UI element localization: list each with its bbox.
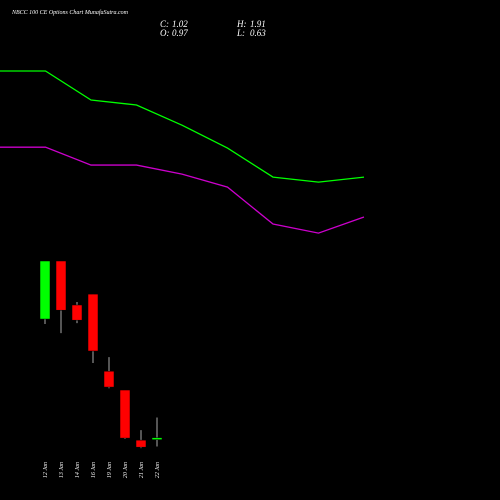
x-tick-label: 16 Jan [91,462,97,478]
open-label: O: [160,28,170,38]
candle-body [119,389,131,439]
close-label: C: [160,19,169,29]
x-tick-label: 12 Jan [43,462,49,478]
candle-body [71,304,83,321]
candle-body [87,293,99,352]
x-tick-label: 20 Jan [123,462,129,478]
x-tick-label: 22 Jan [155,462,161,478]
chart-title: NBCC 100 CE Options Chart MunafaSutra.co… [11,9,129,16]
x-tick-label: 21 Jan [139,462,145,478]
x-tick-label: 14 Jan [74,462,81,478]
x-tick-label: 13 Jan [59,462,65,478]
candle-body [103,370,115,388]
candle-body [135,439,147,448]
high-value: 1.91 [250,19,266,29]
low-label: L: [236,28,245,38]
close-value: 1.02 [172,19,188,29]
indicator-line [0,70,365,183]
indicator-line [0,146,365,234]
candle-body [39,260,51,320]
candle-body [151,437,163,440]
x-tick-label: 19 Jan [107,462,113,478]
candle-body [55,260,67,311]
open-value: 0.97 [172,28,188,38]
low-value: 0.63 [250,28,266,38]
high-label: H: [236,19,247,29]
